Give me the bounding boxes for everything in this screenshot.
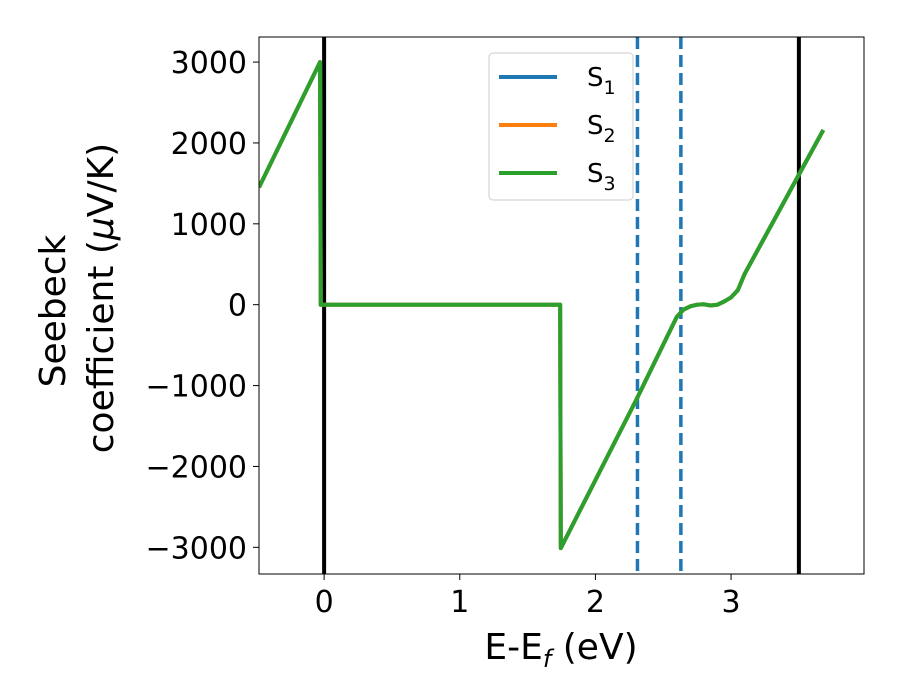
legend-label-2: S2	[587, 111, 616, 147]
y-axis-label-line2: coefficient (μV/K)	[81, 143, 122, 453]
y-tick-label: 2000	[171, 127, 247, 162]
x-axis-label: E-Ef (eV)	[484, 627, 637, 673]
x-tick-label: 2	[586, 585, 605, 620]
y-tick-label: 0	[228, 289, 247, 324]
legend-box	[488, 52, 634, 201]
y-tick-label: −3000	[146, 531, 247, 566]
y-axis-label-line1: Seebeck	[33, 234, 74, 387]
y-tick-label: −2000	[146, 450, 247, 485]
y-tick-label: 3000	[171, 46, 247, 81]
legend: S1 S2 S3	[488, 52, 634, 201]
y-tick-label: 1000	[171, 208, 247, 243]
series-line-3	[259, 60, 826, 551]
y-tick-label: −1000	[146, 370, 247, 405]
legend-label-1: S1	[587, 63, 616, 99]
legend-label-3: S3	[587, 159, 616, 195]
x-tick-label: 3	[722, 585, 741, 620]
x-tick-label: 0	[315, 585, 334, 620]
x-tick-label: 1	[450, 585, 469, 620]
plot-frame	[258, 36, 865, 575]
